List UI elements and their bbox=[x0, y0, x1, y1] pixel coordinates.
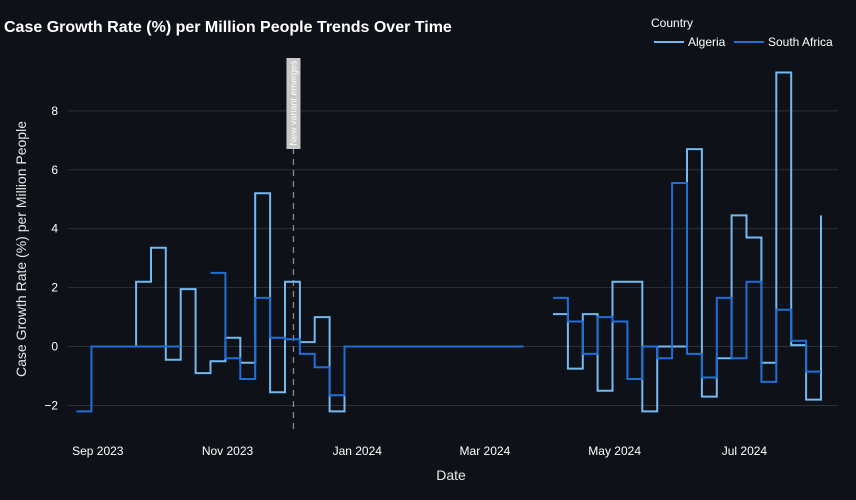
y-tick-label: 6 bbox=[51, 163, 58, 177]
x-tick-label: Jul 2024 bbox=[722, 444, 768, 458]
grid bbox=[68, 110, 838, 406]
legend-label: South Africa bbox=[768, 35, 833, 49]
y-axis-title: Case Growth Rate (%) per Million People bbox=[13, 121, 29, 377]
x-ticks: Sep 2023 Nov 2023 Jan 2024 Mar 2024 May 2024… bbox=[72, 444, 767, 458]
legend: Country Algeria South Africa bbox=[651, 16, 833, 49]
annotation: New variant emerges bbox=[286, 58, 301, 432]
annotation-label: New variant emerges bbox=[288, 60, 298, 146]
y-tick-label: 4 bbox=[51, 222, 58, 236]
y-tick-label: 2 bbox=[51, 281, 58, 295]
legend-label: Algeria bbox=[688, 35, 726, 49]
y-tick-label: 8 bbox=[51, 104, 58, 118]
x-tick-label: Sep 2023 bbox=[72, 444, 124, 458]
series-line-algeria bbox=[91, 71, 822, 413]
series bbox=[76, 71, 822, 413]
chart-title: Case Growth Rate (%) per Million People … bbox=[4, 19, 452, 36]
x-tick-label: Mar 2024 bbox=[460, 444, 511, 458]
x-tick-label: Nov 2023 bbox=[202, 444, 254, 458]
legend-title: Country bbox=[651, 16, 693, 30]
series-line-south-africa bbox=[76, 182, 821, 413]
annotation-box bbox=[286, 58, 301, 149]
x-axis-title: Date bbox=[436, 467, 466, 483]
x-tick-label: Jan 2024 bbox=[333, 444, 383, 458]
y-tick-label: −2 bbox=[44, 398, 58, 412]
x-tick-label: May 2024 bbox=[588, 444, 641, 458]
y-ticks: −2 0 2 4 6 8 bbox=[44, 104, 58, 413]
y-tick-label: 0 bbox=[51, 340, 58, 354]
